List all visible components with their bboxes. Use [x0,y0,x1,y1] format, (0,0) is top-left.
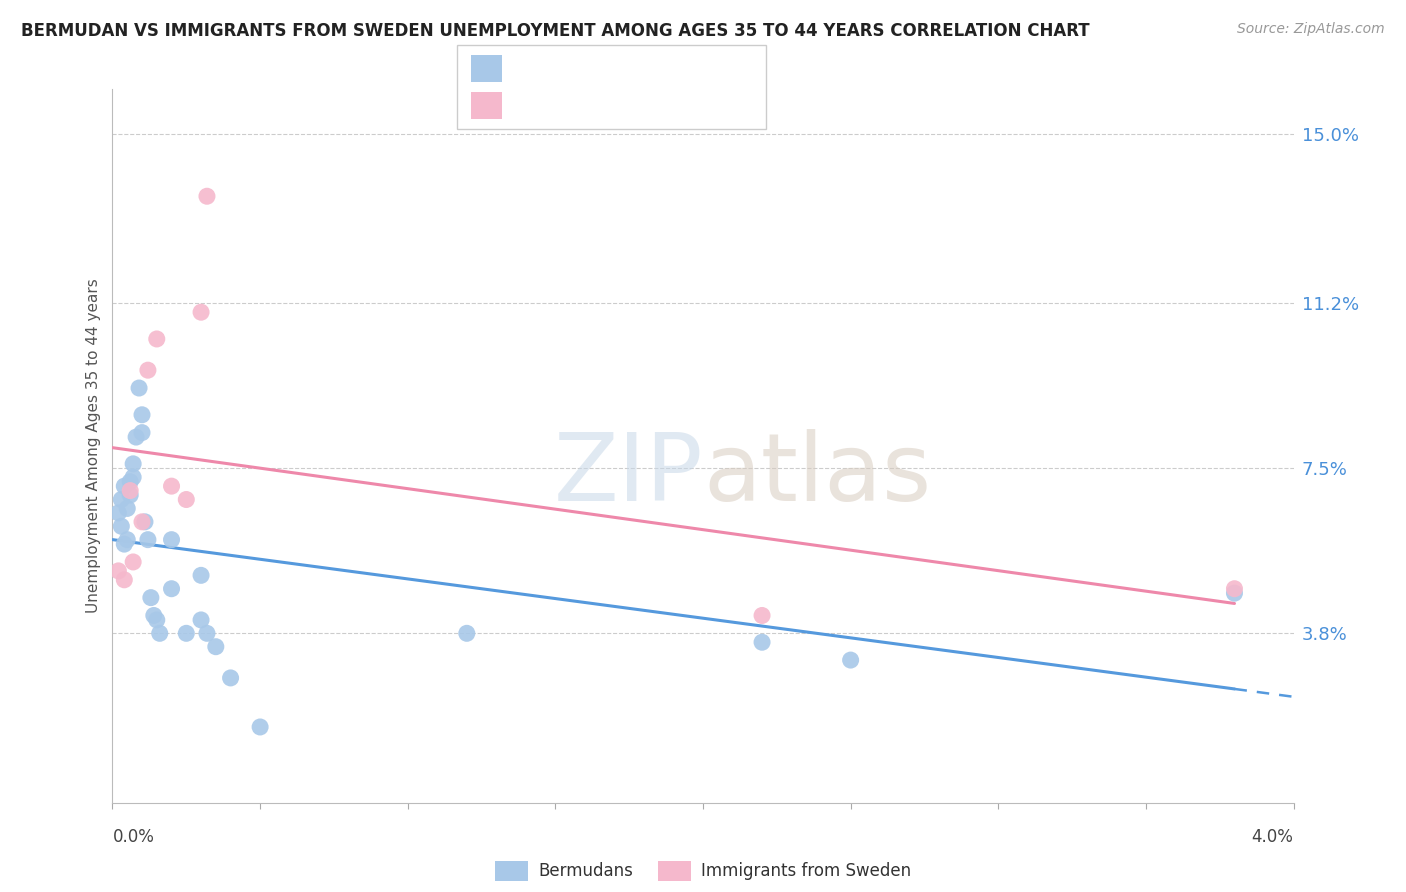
Point [136,533,159,547]
Point [131,515,153,529]
Point [107,506,129,520]
Point [160,479,183,493]
Text: BERMUDAN VS IMMIGRANTS FROM SWEDEN UNEMPLOYMENT AMONG AGES 35 TO 44 YEARS CORREL: BERMUDAN VS IMMIGRANTS FROM SWEDEN UNEMP… [21,22,1090,40]
Text: N =: N = [626,60,673,78]
Point [112,537,135,551]
Point [139,591,162,605]
Point [134,515,156,529]
Text: R =: R = [513,60,550,78]
Text: Source: ZipAtlas.com: Source: ZipAtlas.com [1237,22,1385,37]
Point [190,305,212,319]
Point [174,626,197,640]
Point [120,483,142,498]
Point [160,582,183,596]
Point [112,573,135,587]
Point [110,492,132,507]
Point [107,564,129,578]
Point [149,626,172,640]
Text: 14: 14 [679,96,702,114]
Point [751,608,773,623]
Point [839,653,862,667]
Point [146,613,169,627]
Point [751,635,773,649]
Point [1223,586,1246,600]
Point [456,626,478,640]
Text: -0.347: -0.347 [555,60,614,78]
Y-axis label: Unemployment Among Ages 35 to 44 years: Unemployment Among Ages 35 to 44 years [86,278,101,614]
Point [205,640,228,654]
Point [195,189,218,203]
Point [110,519,132,533]
Text: N =: N = [626,96,673,114]
Text: 0.0%: 0.0% [112,828,155,846]
Text: 4.0%: 4.0% [1251,828,1294,846]
Text: 0.037: 0.037 [555,96,607,114]
Point [174,492,197,507]
Point [120,488,142,502]
Point [146,332,169,346]
Point [160,533,183,547]
Text: R =: R = [513,96,550,114]
Point [131,425,153,440]
Text: atlas: atlas [703,428,931,521]
Point [117,533,138,547]
Point [112,479,135,493]
Point [128,381,150,395]
Text: 38: 38 [679,60,702,78]
Point [219,671,242,685]
Point [120,475,142,489]
Text: ZIP: ZIP [554,428,703,521]
Point [136,363,159,377]
Point [1223,582,1246,596]
Point [142,608,165,623]
Point [125,430,148,444]
Point [249,720,271,734]
Point [122,555,145,569]
Point [190,613,212,627]
Legend: Bermudans, Immigrants from Sweden: Bermudans, Immigrants from Sweden [488,855,918,888]
Point [131,408,153,422]
Point [122,457,145,471]
Point [122,470,145,484]
Point [117,501,138,516]
Point [195,626,218,640]
Point [190,568,212,582]
